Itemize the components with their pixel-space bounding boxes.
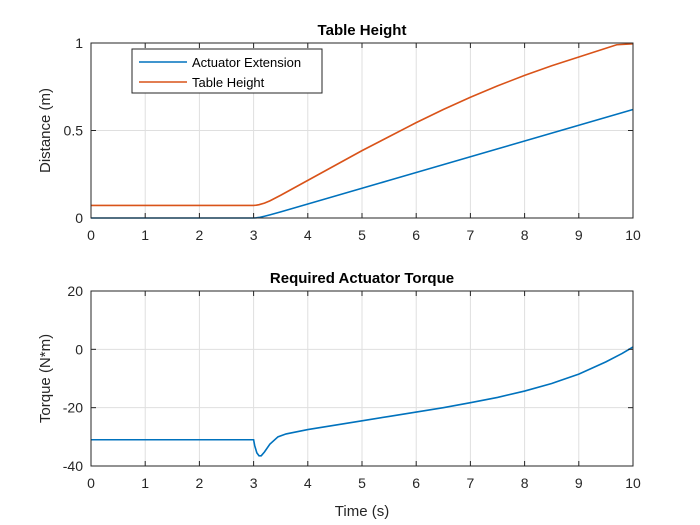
y-axis-label: Distance (m): [37, 88, 54, 173]
x-tick-label: 9: [575, 227, 583, 243]
series-line-2: [91, 43, 634, 207]
y-axis-label: Torque (N*m): [37, 334, 54, 423]
x-tick-label: 1: [141, 475, 149, 491]
y-tick-label: 0: [75, 210, 83, 226]
legend-entry-1: Actuator Extension: [192, 55, 301, 70]
x-axis-label: Time (s): [335, 503, 389, 520]
x-tick-label: 4: [304, 475, 312, 491]
top-chart: 0 1 2 3 4 5 6 7 8 9 10 0 0.5 1 Table Height Distance (m…: [37, 22, 641, 243]
x-tick-label: 8: [521, 475, 529, 491]
y-tick-label: 1: [75, 35, 83, 51]
chart-title: Required Actuator Torque: [270, 270, 454, 287]
y-tick-label: -40: [63, 458, 83, 474]
x-tick-label: 7: [467, 227, 475, 243]
x-tick-label: 3: [250, 475, 258, 491]
x-tick-label: 8: [521, 227, 529, 243]
legend-box: [131, 48, 323, 94]
x-tick-label: 3: [250, 227, 258, 243]
x-tick-label: 7: [467, 475, 475, 491]
series-line-1: [91, 346, 634, 457]
x-tick-label: 6: [412, 227, 420, 243]
x-tick-label: 10: [625, 227, 641, 243]
y-tick-label: 0.5: [64, 123, 84, 139]
x-tick-label: 1: [141, 227, 149, 243]
x-tick-label: 5: [358, 227, 366, 243]
y-tick-label: -20: [63, 400, 83, 416]
chart-title: Table Height: [318, 22, 407, 39]
x-tick-label: 6: [412, 475, 420, 491]
y-tick-label: 0: [75, 341, 83, 357]
legend-entry-2: Table Height: [192, 75, 265, 90]
x-tick-label: 2: [196, 475, 204, 491]
bottom-chart: 0 1 2 3 4 5 6 7 8 9 10 -40 -20 0 20 Required Actuator T…: [37, 270, 641, 520]
x-tick-label: 4: [304, 227, 312, 243]
x-tick-label: 0: [87, 475, 95, 491]
x-tick-label: 5: [358, 475, 366, 491]
x-tick-label: 0: [87, 227, 95, 243]
x-tick-label: 10: [625, 475, 641, 491]
y-tick-label: 20: [67, 283, 83, 299]
x-tick-label: 2: [196, 227, 204, 243]
x-tick-label: 9: [575, 475, 583, 491]
